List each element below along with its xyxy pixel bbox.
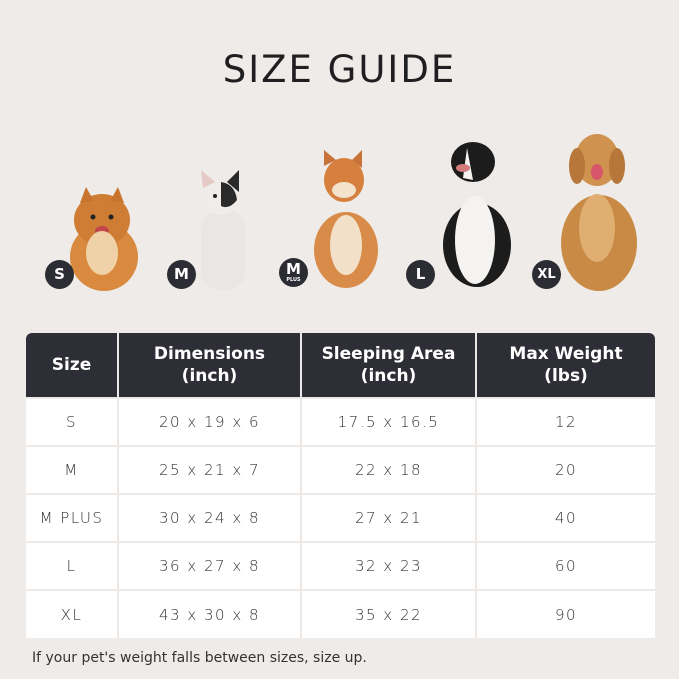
badge-label: S — [54, 265, 65, 283]
size-table: Size Dimensions (inch) Sleeping Area (inch… — [26, 333, 655, 638]
border-collie-image — [443, 142, 511, 287]
table-row: M 25 x 21 x 7 22 x 18 20 — [26, 445, 655, 494]
cell-size: M — [26, 445, 119, 494]
page-title: SIZE GUIDE — [222, 48, 457, 91]
cell-sleeping-area: 35 x 22 — [301, 589, 477, 638]
size-badge-l: L — [406, 260, 435, 289]
badge-label: L — [415, 265, 426, 283]
size-badge-m-plus: M PLUS — [279, 258, 308, 287]
golden-retriever-image — [561, 134, 637, 291]
cell-dimensions: 36 x 27 x 8 — [118, 541, 302, 590]
size-badge-xl: XL — [532, 260, 561, 289]
badge-label: XL — [537, 267, 556, 282]
cell-dimensions: 30 x 24 x 8 — [118, 493, 302, 542]
header-label: Sleeping Area — [321, 343, 456, 364]
cell-sleeping-area: 22 x 18 — [301, 445, 477, 494]
header-dimensions: Dimensions (inch) — [118, 333, 302, 398]
cell-size: XL — [26, 589, 119, 638]
cell-max-weight: 20 — [476, 445, 655, 494]
table-row: M PLUS 30 x 24 x 8 27 x 21 40 — [26, 493, 655, 542]
sizing-note: If your pet's weight falls between sizes… — [32, 650, 367, 666]
size-badge-m: M — [167, 260, 196, 289]
cell-dimensions: 43 x 30 x 8 — [118, 589, 302, 638]
header-size: Size — [26, 333, 119, 398]
cell-max-weight: 40 — [476, 493, 655, 542]
header-sleeping-area: Sleeping Area (inch) — [301, 333, 477, 398]
cell-size: L — [26, 541, 119, 590]
table-row: S 20 x 19 x 6 17.5 x 16.5 12 — [26, 397, 655, 446]
header-unit: (inch) — [181, 366, 238, 386]
header-unit: (inch) — [360, 366, 417, 386]
header-label: Dimensions — [153, 343, 266, 364]
badge-label: M — [174, 265, 189, 283]
cell-size: M PLUS — [26, 493, 119, 542]
cell-sleeping-area: 27 x 21 — [301, 493, 477, 542]
header-max-weight: Max Weight (lbs) — [476, 333, 655, 398]
table-row: XL 43 x 30 x 8 35 x 22 90 — [26, 589, 655, 638]
header-label: Max Weight — [509, 343, 623, 364]
cell-max-weight: 90 — [476, 589, 655, 638]
badge-label: M — [286, 260, 301, 278]
french-bulldog-image — [201, 170, 245, 290]
badge-sublabel: PLUS — [286, 277, 301, 283]
size-badge-s: S — [45, 260, 74, 289]
header-unit: (lbs) — [544, 366, 588, 386]
table-header-row: Size Dimensions (inch) Sleeping Area (inch… — [26, 333, 655, 398]
cell-sleeping-area: 17.5 x 16.5 — [301, 397, 477, 446]
pomeranian-image — [70, 187, 138, 291]
shiba-inu-image — [314, 150, 378, 288]
cell-size: S — [26, 397, 119, 446]
cell-max-weight: 60 — [476, 541, 655, 590]
cell-dimensions: 25 x 21 x 7 — [118, 445, 302, 494]
cell-max-weight: 12 — [476, 397, 655, 446]
cell-dimensions: 20 x 19 x 6 — [118, 397, 302, 446]
header-label: Size — [51, 354, 92, 375]
cell-sleeping-area: 32 x 23 — [301, 541, 477, 590]
table-row: L 36 x 27 x 8 32 x 23 60 — [26, 541, 655, 590]
